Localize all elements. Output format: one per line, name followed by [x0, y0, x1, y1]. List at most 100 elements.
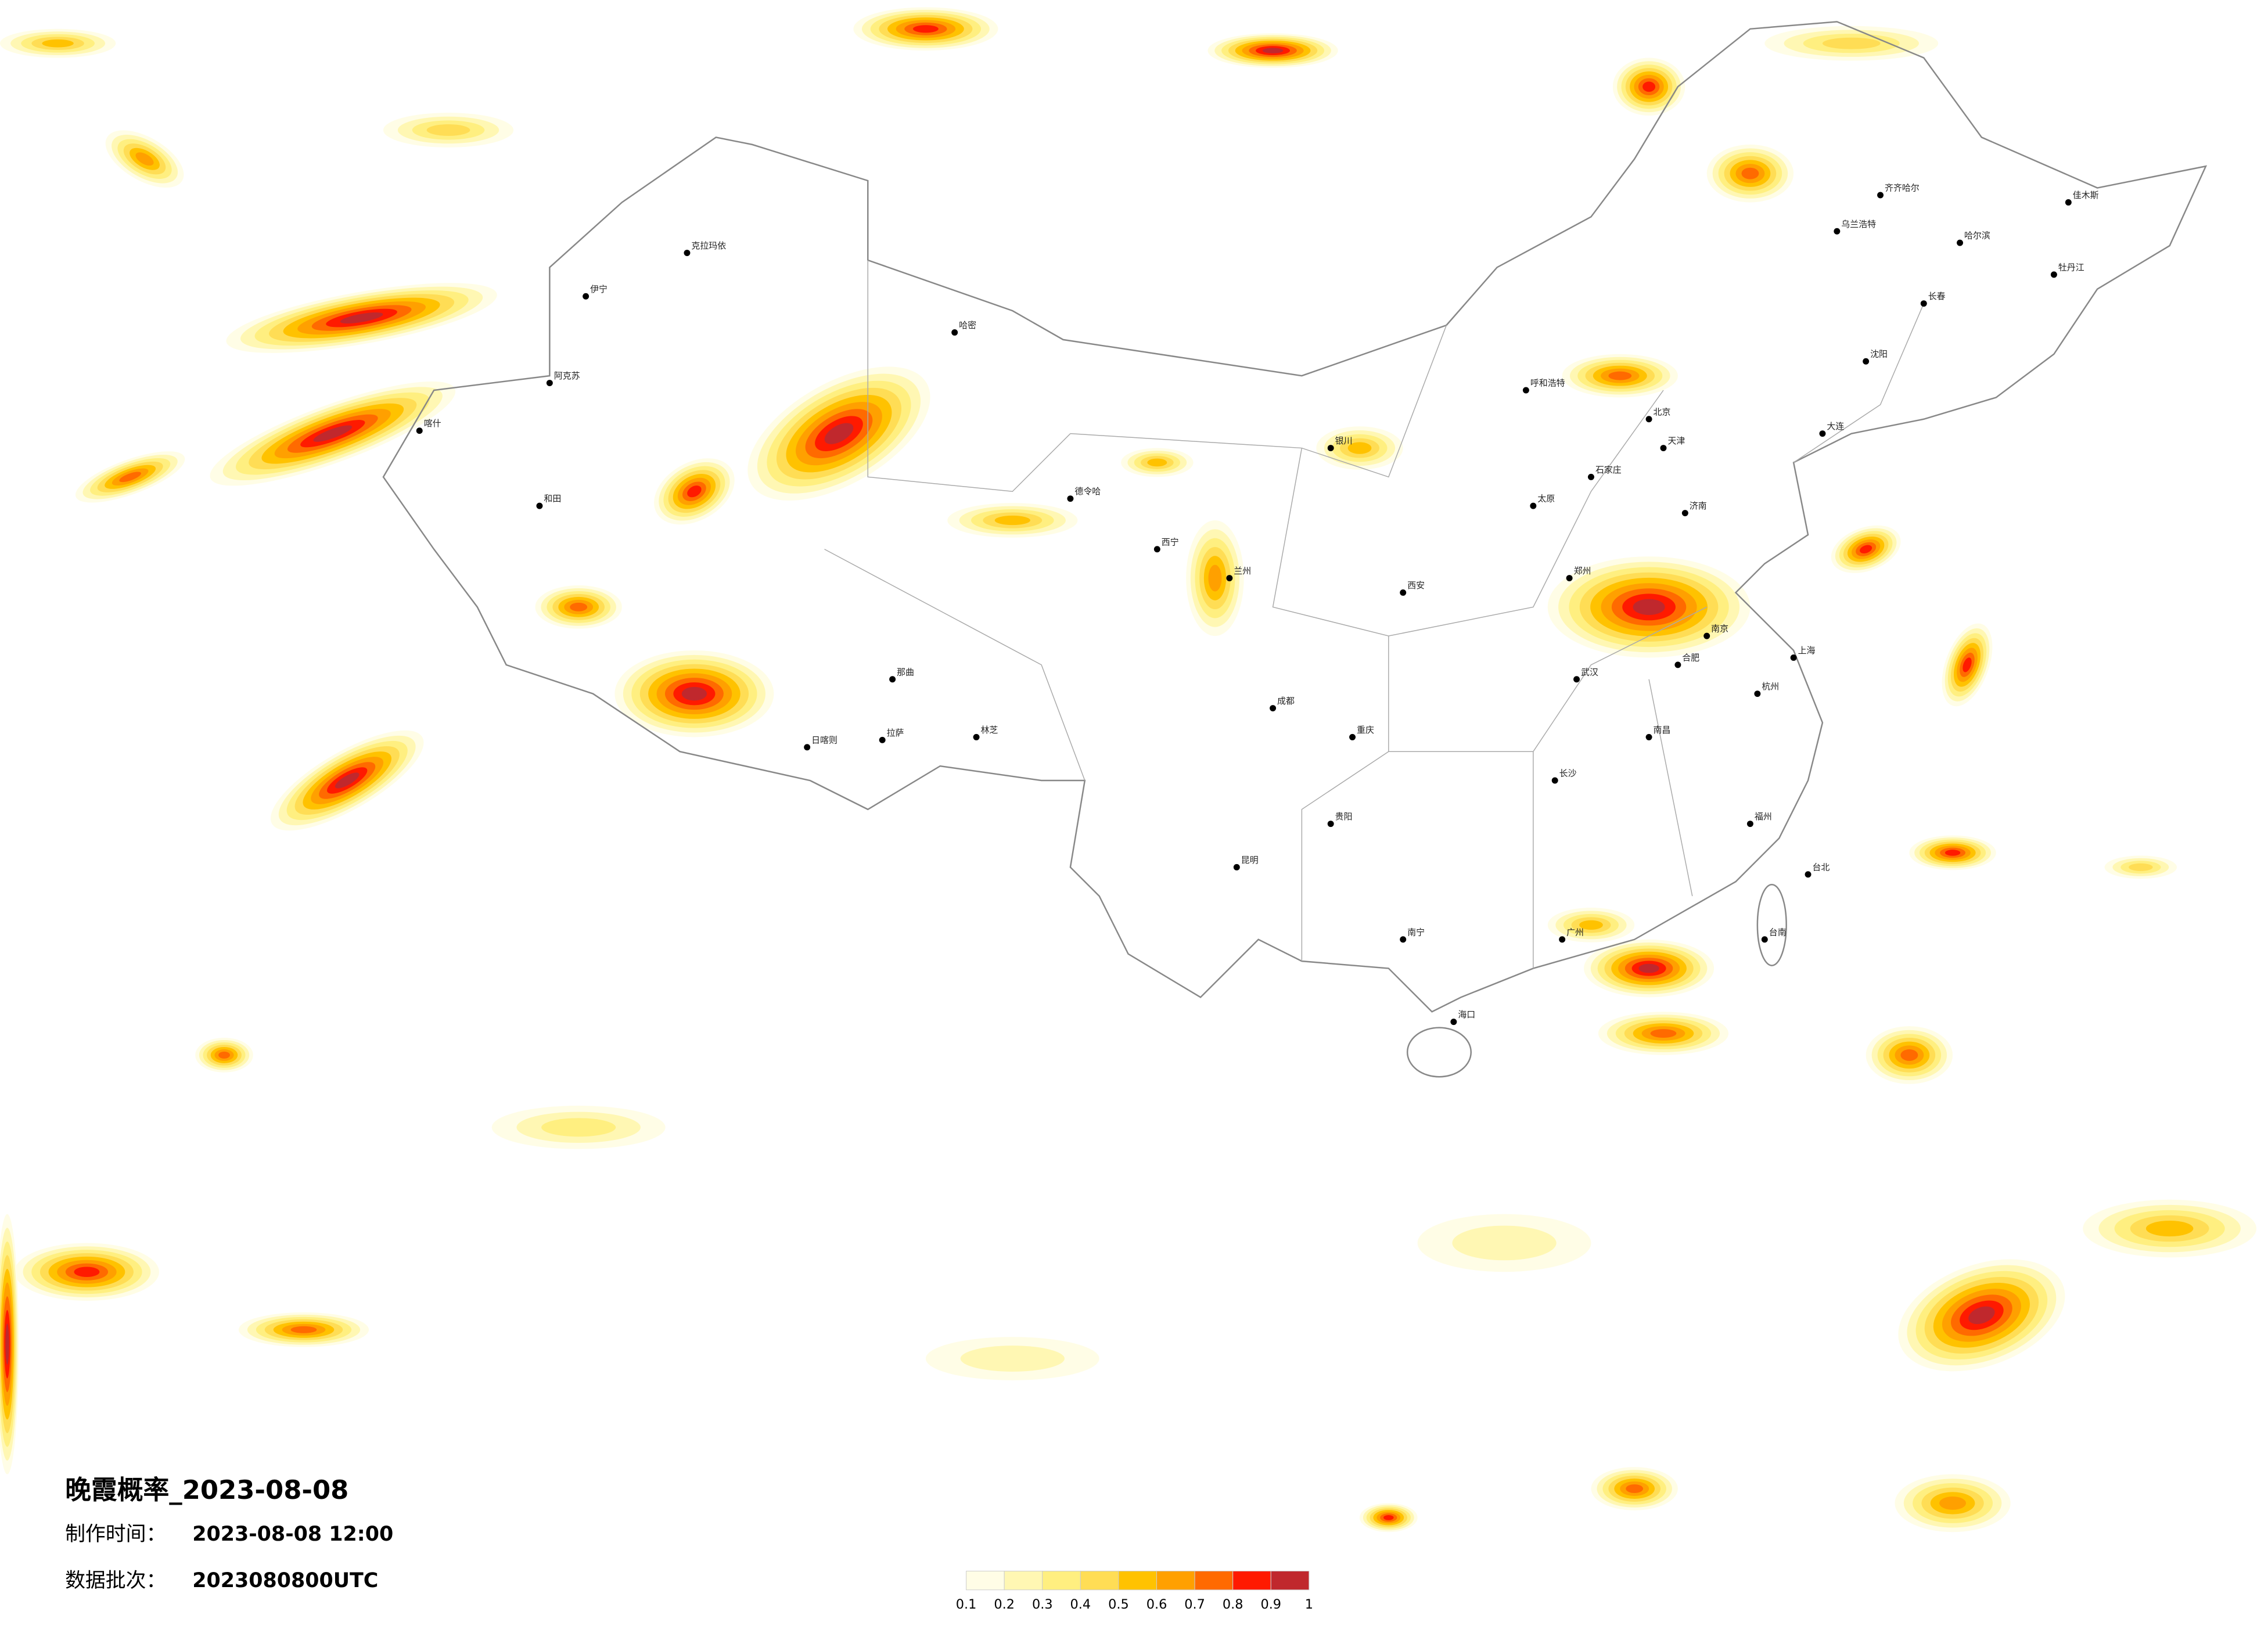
city-dot	[1660, 445, 1667, 452]
city-label: 北京	[1654, 406, 1671, 417]
city-dot	[1877, 192, 1884, 199]
city-dot	[546, 380, 553, 387]
colorbar-tick-label: 0.2	[994, 1597, 1015, 1612]
city-dot	[1400, 936, 1407, 943]
city-dot	[1805, 871, 1811, 878]
probability-patch	[824, 423, 854, 444]
probability-patch	[1608, 371, 1632, 380]
city-dot	[889, 676, 896, 683]
city-label: 哈密	[959, 320, 976, 330]
city-label: 哈尔滨	[1964, 231, 1990, 241]
city-label: 长春	[1928, 291, 1946, 301]
city-dot	[2050, 271, 2057, 278]
city-dot	[1863, 358, 1870, 365]
city-dot	[1226, 575, 1233, 582]
city-dot	[1327, 821, 1334, 828]
city-dot	[2065, 199, 2072, 206]
probability-patch	[960, 1346, 1065, 1372]
colorbar-swatch	[1118, 1570, 1158, 1591]
city-dot	[1400, 589, 1407, 596]
probability-field	[0, 7, 2257, 1533]
city-dot	[1233, 864, 1240, 870]
city-dot	[1587, 473, 1594, 480]
probability-patch	[1347, 442, 1372, 454]
city-dot	[1645, 733, 1652, 740]
city-label: 台北	[1813, 862, 1830, 872]
city-label: 克拉玛依	[691, 240, 726, 251]
probability-patch	[1626, 1484, 1644, 1494]
probability-patch	[1262, 48, 1284, 53]
city-label: 福州	[1755, 811, 1772, 822]
city-dot	[1270, 705, 1277, 712]
city-label: 长沙	[1559, 768, 1577, 779]
city-label: 牡丹江	[2058, 262, 2084, 272]
city-dot	[583, 293, 590, 300]
probability-patch	[1208, 564, 1222, 592]
city-label: 佳木斯	[2073, 190, 2099, 200]
title: 晚霞概率_2023-08-08	[65, 1474, 348, 1505]
probability-patch	[42, 39, 74, 48]
city-dot	[1530, 502, 1537, 509]
city-dot	[1703, 632, 1710, 639]
city-label: 齐齐哈尔	[1885, 183, 1920, 193]
city-label: 沈阳	[1870, 349, 1888, 359]
probability-patch	[290, 1326, 317, 1333]
city-label: 乌兰浩特	[1841, 219, 1876, 229]
probability-patch	[2129, 863, 2153, 871]
city-label: 大连	[1827, 421, 1844, 431]
probability-patch	[1741, 167, 1759, 179]
city-dot	[1681, 510, 1688, 517]
colorbar-tick-label: 0.4	[1070, 1597, 1091, 1612]
city-label: 台南	[1769, 927, 1787, 937]
city-label: 石家庄	[1595, 465, 1622, 475]
probability-patch	[1939, 1496, 1967, 1510]
probability-patch	[340, 312, 383, 324]
city-label: 济南	[1690, 501, 1707, 511]
colorbar-tick-label: 1	[1305, 1597, 1313, 1612]
city-label: 阿克苏	[554, 370, 580, 381]
probability-patch	[541, 1118, 616, 1137]
city-label: 贵阳	[1335, 811, 1353, 822]
city-dot	[1327, 445, 1334, 452]
colorbar-swatch	[1232, 1570, 1271, 1591]
city-label: 南昌	[1654, 725, 1671, 735]
city-dot	[1349, 733, 1356, 740]
colorbar-tick-label: 0.3	[1032, 1597, 1053, 1612]
city-label: 那曲	[897, 667, 914, 677]
colorbar: 0.1 0.2 0.3 0.4 0.5 0.6 0.7 0.8 0.9 1	[956, 1570, 1313, 1612]
colorbar-swatch	[1270, 1570, 1310, 1591]
colorbar-tick-label: 0.5	[1108, 1597, 1129, 1612]
probability-patch	[1452, 1225, 1557, 1261]
country-outline	[382, 21, 2208, 1013]
city-label: 德令哈	[1074, 486, 1101, 497]
city-label: 喀什	[424, 418, 441, 429]
probability-patch	[119, 472, 141, 483]
city-label: 日喀则	[811, 735, 838, 745]
city-label: 伊宁	[590, 284, 608, 294]
city-dot	[1153, 546, 1160, 553]
probability-patch	[1383, 1515, 1394, 1520]
city-label: 广州	[1566, 927, 1584, 937]
city-dot	[1761, 936, 1768, 943]
probability-patch	[1147, 458, 1167, 467]
probability-patch	[5, 1323, 9, 1365]
city-label: 合肥	[1682, 652, 1699, 663]
colorbar-tick-label: 0.8	[1223, 1597, 1243, 1612]
probability-patch	[1944, 850, 1961, 856]
taiwan	[1756, 883, 1787, 966]
city-dot	[1551, 777, 1558, 784]
colorbar-tick-label: 0.9	[1260, 1597, 1281, 1612]
city-dot	[1067, 495, 1074, 502]
city-label: 海口	[1458, 1009, 1475, 1020]
city-label: 西安	[1407, 580, 1425, 591]
probability-patch	[313, 425, 353, 442]
probability-patch	[994, 515, 1030, 526]
colorbar-swatch	[1194, 1570, 1234, 1591]
city-dot	[1754, 690, 1761, 697]
city-label: 南宁	[1407, 927, 1425, 937]
probability-patch	[2145, 1220, 2194, 1237]
info-value: 2023080800UTC	[192, 1569, 378, 1592]
probability-patch	[218, 1051, 230, 1059]
probability-patch	[570, 602, 588, 611]
